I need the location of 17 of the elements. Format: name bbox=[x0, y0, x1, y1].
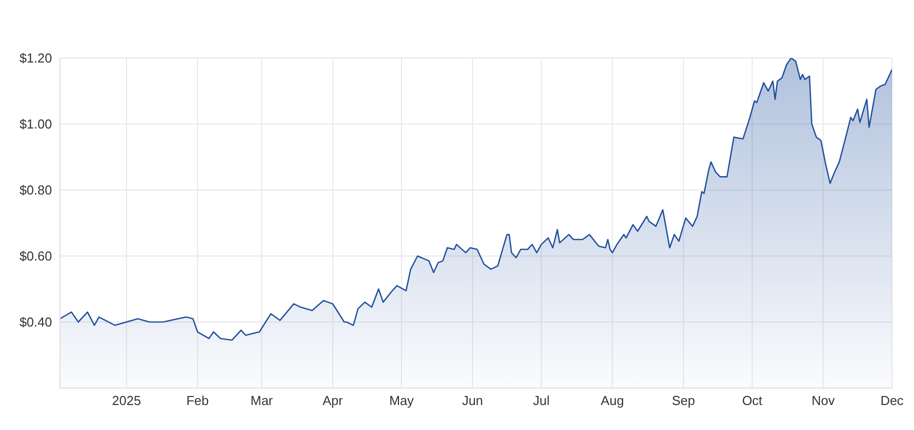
y-tick-label: $1.00 bbox=[19, 116, 52, 132]
x-tick-label: May bbox=[389, 393, 414, 408]
y-tick-label: $1.20 bbox=[19, 50, 52, 66]
x-tick-label: Nov bbox=[812, 393, 836, 408]
x-tick-label: Sep bbox=[672, 393, 695, 408]
x-tick-label: 2025 bbox=[112, 393, 141, 408]
x-tick-label: Apr bbox=[322, 393, 344, 408]
x-tick-label: Jul bbox=[533, 393, 550, 408]
x-tick-label: Aug bbox=[600, 393, 624, 408]
x-tick-label: Feb bbox=[186, 393, 209, 408]
x-tick-label: Mar bbox=[250, 393, 274, 408]
y-tick-label: $0.40 bbox=[19, 314, 52, 330]
x-tick-label: Dec bbox=[880, 393, 904, 408]
y-tick-label: $0.60 bbox=[19, 248, 52, 264]
x-tick-label: Oct bbox=[742, 393, 763, 408]
x-tick-label: Jun bbox=[462, 393, 484, 408]
y-tick-label: $0.80 bbox=[19, 182, 52, 198]
